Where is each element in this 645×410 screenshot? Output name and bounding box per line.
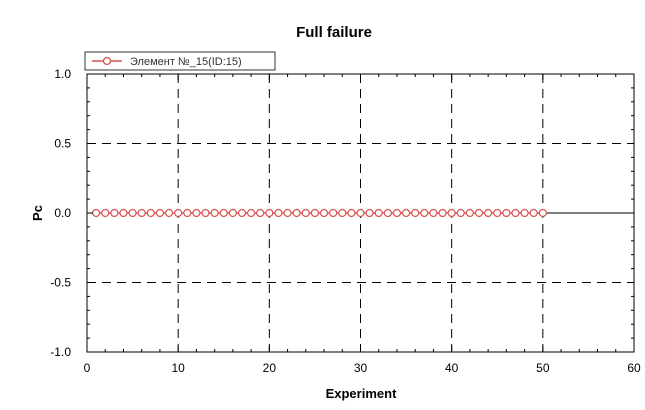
data-point (146, 208, 155, 218)
data-point (155, 208, 165, 218)
data-point (392, 208, 402, 218)
legend-swatch-marker (102, 56, 112, 66)
data-point (420, 208, 429, 218)
x-tick-label: 20 (263, 361, 277, 375)
x-tick-label: 60 (627, 361, 641, 375)
legend-box (84, 51, 276, 71)
y-tick-label: -1.0 (50, 345, 71, 359)
data-point (347, 208, 356, 218)
data-point (365, 208, 374, 218)
data-point (237, 208, 247, 218)
data-point (411, 208, 420, 218)
data-point (110, 208, 119, 218)
y-axis-title: Pc (30, 205, 45, 221)
data-point (484, 208, 493, 218)
axes (86, 73, 635, 353)
x-tick-label: 10 (171, 361, 185, 375)
data-point (474, 208, 484, 218)
data-point (429, 208, 438, 218)
data-point (256, 208, 265, 218)
x-tick-label: 30 (354, 361, 368, 375)
data-point (401, 208, 411, 218)
x-axis-title: Experiment (326, 386, 397, 401)
data-point (329, 208, 338, 218)
data-point (529, 208, 538, 218)
data-point (219, 208, 228, 218)
data-point (456, 208, 465, 218)
data-point (520, 208, 529, 218)
data-point (447, 208, 456, 218)
data-point (538, 208, 547, 218)
data-point (493, 208, 502, 218)
data-point (319, 208, 329, 218)
data-point (283, 208, 292, 218)
data-point (201, 208, 210, 218)
legend: Элемент №_15(ID:15) (84, 51, 276, 71)
data-point (338, 208, 347, 218)
data-point (310, 208, 320, 218)
data-point (383, 208, 392, 218)
data-point (374, 208, 383, 218)
data-point (128, 208, 137, 218)
data-point (164, 208, 174, 218)
y-tick-label: 0.0 (54, 206, 71, 220)
data-point (101, 208, 110, 218)
data-point (274, 208, 283, 218)
data-point (511, 208, 520, 218)
legend-entry-label: Элемент №_15(ID:15) (130, 56, 242, 68)
data-point (265, 208, 274, 218)
data-point (92, 208, 101, 218)
data-point (292, 208, 301, 218)
data-point (192, 208, 201, 218)
x-tick-label: 40 (445, 361, 459, 375)
y-tick-label: 1.0 (54, 67, 71, 81)
chart-title: Full failure (296, 24, 372, 41)
data-point (502, 208, 511, 218)
data-point (210, 208, 219, 218)
data-point (301, 208, 310, 218)
x-tick-label: 50 (536, 361, 550, 375)
y-tick-label: 0.5 (54, 137, 71, 151)
data-point (174, 208, 183, 218)
series-layer (92, 208, 547, 218)
data-point (137, 208, 146, 218)
y-tick-label: -0.5 (50, 276, 71, 290)
data-point (247, 208, 256, 218)
data-point (356, 208, 365, 218)
data-point (119, 208, 128, 218)
data-point (183, 208, 192, 218)
data-point (438, 208, 447, 218)
data-point (228, 208, 237, 218)
x-tick-label: 0 (84, 361, 91, 375)
tick-labels: 0 10 20 30 40 50 60 -1.0 -0.5 0.0 0.5 1.0 (50, 67, 641, 375)
data-point (465, 208, 474, 218)
